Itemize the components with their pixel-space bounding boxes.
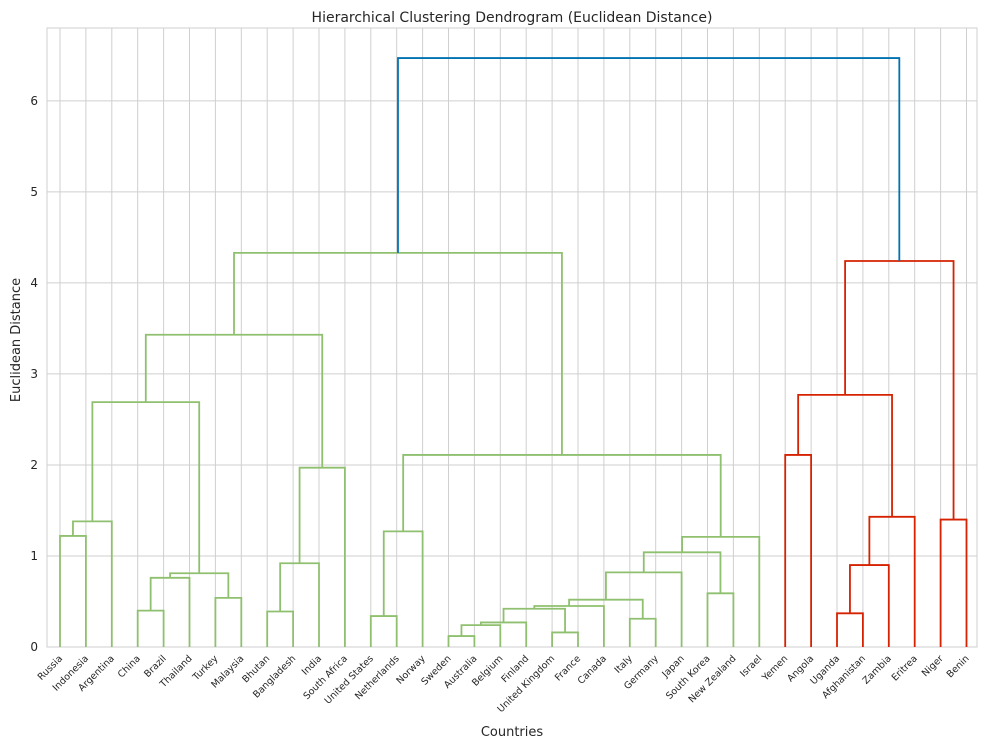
- merge-link-c6: [91, 401, 201, 574]
- x-axis-label: Countries: [481, 725, 544, 740]
- x-tick-label: Zambia: [861, 653, 894, 686]
- plot-frame: [46, 27, 978, 648]
- y-tick-labels: 0 1 2 3 4 5 6: [30, 94, 38, 654]
- merge-link-c26: [233, 251, 563, 455]
- merge-link-c22: [706, 592, 735, 647]
- x-tick-label: Niger: [920, 653, 946, 679]
- x-tick-label: Canada: [576, 653, 609, 686]
- y-tick-label: 3: [30, 367, 38, 381]
- merge-link-c21: [605, 571, 683, 647]
- y-tick-label: 5: [30, 185, 38, 199]
- merge-link-c17: [502, 607, 566, 633]
- merge-link-c31: [797, 393, 893, 517]
- merge-link-c12: [382, 530, 424, 647]
- merge-link-c30: [868, 515, 916, 647]
- merge-link-c20: [568, 598, 644, 619]
- merge-link-c19: [628, 617, 657, 647]
- merge-link-c18: [533, 605, 605, 647]
- merge-link-c32: [939, 518, 968, 647]
- merge-link-c25: [402, 454, 722, 537]
- y-axis-label: Euclidean Distance: [9, 278, 24, 402]
- merge-link-c3: [149, 576, 191, 647]
- merge-link-c29: [849, 564, 890, 647]
- chart-title: Hierarchical Clustering Dendrogram (Eucl…: [312, 10, 713, 26]
- plot-background: [47, 28, 977, 647]
- y-tick-label: 0: [30, 640, 38, 654]
- x-tick-label: China: [116, 653, 143, 680]
- x-tick-label: Eritrea: [890, 653, 920, 683]
- merge-link-c7: [266, 610, 294, 647]
- merge-link-c27: [784, 454, 812, 647]
- x-tick-label: Italy: [613, 653, 636, 676]
- dendrogram-links: [59, 57, 968, 647]
- merge-link-c34: [397, 57, 901, 262]
- x-tick-label: Yemen: [760, 653, 791, 684]
- y-tick-label: 4: [30, 276, 38, 290]
- merge-link-c14: [460, 624, 502, 647]
- y-tick-label: 1: [30, 549, 38, 563]
- y-tick-label: 2: [30, 458, 38, 472]
- x-tick-label: Benin: [945, 653, 972, 680]
- merge-link-c8: [279, 562, 320, 647]
- y-tick-label: 6: [30, 94, 38, 108]
